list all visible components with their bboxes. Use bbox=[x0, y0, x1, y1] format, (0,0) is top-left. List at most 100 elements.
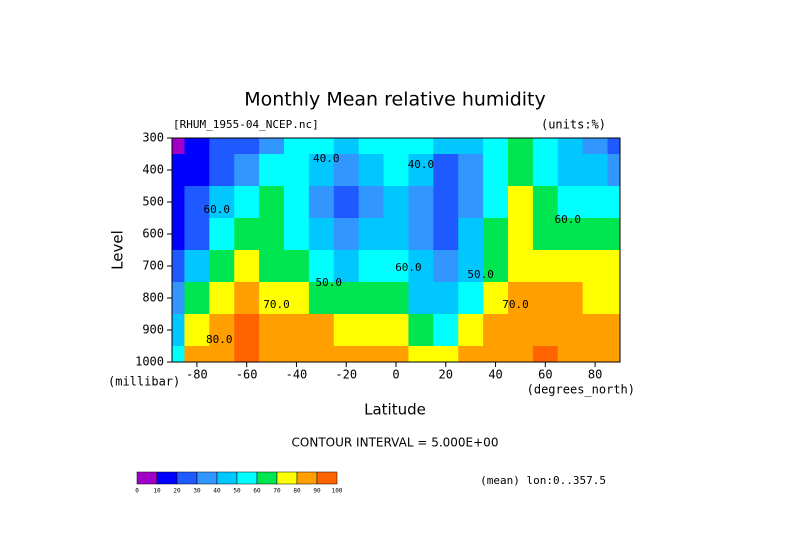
cell bbox=[557, 218, 584, 251]
cell bbox=[172, 282, 185, 315]
cell bbox=[557, 314, 584, 347]
colorbar-swatch bbox=[296, 471, 318, 485]
colorbar-label: 90 bbox=[313, 488, 321, 495]
cell bbox=[184, 346, 210, 362]
cell bbox=[383, 250, 409, 283]
cell bbox=[284, 186, 310, 219]
axes: -80 -60 -40 -20 0 20 40 60 803004005006007008009… bbox=[135, 131, 621, 495]
cell bbox=[557, 154, 584, 187]
cell bbox=[358, 346, 385, 362]
mean-label: (mean) lon:0..357.5 bbox=[480, 474, 606, 487]
cell bbox=[433, 346, 459, 362]
cell bbox=[408, 154, 434, 187]
cell bbox=[259, 282, 285, 315]
cell bbox=[209, 138, 235, 155]
contour-label: 60.0 bbox=[395, 261, 422, 274]
colorbar-swatch bbox=[196, 471, 218, 485]
cell bbox=[333, 218, 360, 251]
cell bbox=[259, 250, 285, 283]
cell bbox=[358, 218, 385, 251]
contour-label: 60.0 bbox=[204, 203, 231, 216]
cell bbox=[184, 250, 210, 283]
cell bbox=[259, 346, 285, 362]
cell bbox=[333, 314, 360, 347]
cell bbox=[557, 250, 584, 283]
cell bbox=[532, 346, 559, 362]
y-tick-label: 300 bbox=[142, 131, 164, 145]
cell bbox=[483, 186, 509, 219]
cell bbox=[508, 138, 534, 155]
cell bbox=[383, 154, 409, 187]
cell bbox=[308, 314, 335, 347]
cell bbox=[532, 186, 559, 219]
cell bbox=[358, 154, 385, 187]
colorbar-label: 0 bbox=[135, 488, 139, 495]
cell bbox=[532, 250, 559, 283]
cell bbox=[532, 218, 559, 251]
cell bbox=[184, 138, 210, 155]
cell bbox=[508, 154, 534, 187]
cell bbox=[582, 138, 609, 155]
cell bbox=[308, 346, 335, 362]
y-units: (millibar) bbox=[108, 375, 180, 389]
x-tick-label: 80 bbox=[588, 368, 602, 382]
cell bbox=[408, 314, 434, 347]
cell bbox=[508, 218, 534, 251]
cell bbox=[458, 282, 484, 315]
cell bbox=[557, 186, 584, 219]
x-tick-label: 40 bbox=[488, 368, 502, 382]
cell bbox=[284, 282, 310, 315]
x-tick-label: 20 bbox=[439, 368, 453, 382]
cell bbox=[308, 218, 335, 251]
colorbar-swatch bbox=[216, 471, 238, 485]
x-tick-label: 60 bbox=[538, 368, 552, 382]
cell bbox=[383, 282, 409, 315]
cell bbox=[184, 154, 210, 187]
cell bbox=[308, 138, 335, 155]
cell bbox=[607, 346, 620, 362]
cell bbox=[532, 154, 559, 187]
cell bbox=[458, 314, 484, 347]
contour-label: 60.0 bbox=[554, 213, 581, 226]
cell bbox=[508, 282, 534, 315]
units-label: (units:%) bbox=[541, 118, 606, 132]
cell bbox=[259, 314, 285, 347]
y-tick-label: 500 bbox=[142, 195, 164, 209]
plot-area bbox=[172, 138, 620, 362]
cell bbox=[433, 250, 459, 283]
cell bbox=[172, 186, 185, 219]
cell bbox=[582, 154, 609, 187]
cell bbox=[483, 282, 509, 315]
colorbar-label: 20 bbox=[173, 488, 181, 495]
cell bbox=[508, 314, 534, 347]
cell bbox=[508, 250, 534, 283]
colorbar-swatch bbox=[156, 471, 178, 485]
cell bbox=[209, 154, 235, 187]
cell bbox=[383, 314, 409, 347]
cell bbox=[408, 186, 434, 219]
cell bbox=[209, 186, 235, 219]
cell bbox=[308, 250, 335, 283]
cell bbox=[557, 346, 584, 362]
cell bbox=[284, 138, 310, 155]
cell bbox=[308, 154, 335, 187]
cell bbox=[308, 282, 335, 315]
x-tick-label: -60 bbox=[236, 368, 258, 382]
cell bbox=[284, 154, 310, 187]
cell bbox=[209, 282, 235, 315]
colorbar-label: 30 bbox=[193, 488, 201, 495]
cell bbox=[234, 282, 260, 315]
colorbar-label: 80 bbox=[293, 488, 301, 495]
cell bbox=[483, 218, 509, 251]
cell bbox=[458, 250, 484, 283]
colorbar-swatch bbox=[256, 471, 278, 485]
cell bbox=[607, 282, 620, 315]
cell bbox=[209, 314, 235, 347]
cell bbox=[333, 346, 360, 362]
colorbar-swatch bbox=[276, 471, 298, 485]
cell bbox=[532, 282, 559, 315]
y-tick-label: 600 bbox=[142, 227, 164, 241]
cell bbox=[358, 186, 385, 219]
cell bbox=[172, 250, 185, 283]
